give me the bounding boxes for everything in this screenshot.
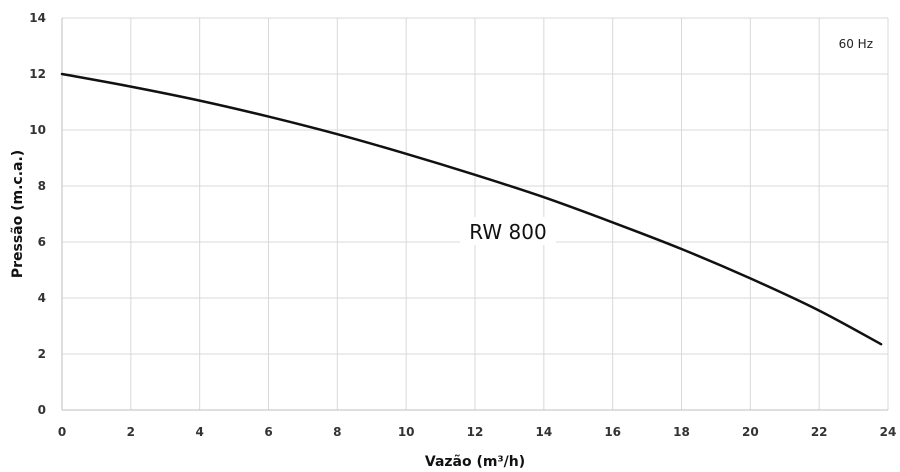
grid (62, 17, 889, 410)
y-tick-label: 2 (38, 347, 46, 361)
series-label-background (460, 217, 556, 245)
series-line (60, 72, 883, 346)
x-tick-label: 24 (880, 425, 897, 439)
x-tick-label: 22 (811, 425, 828, 439)
x-tick-label: 14 (535, 425, 552, 439)
x-tick-label: 4 (195, 425, 203, 439)
y-tick-label: 12 (29, 67, 46, 81)
x-axis-title: Vazão (m³/h) (425, 454, 525, 470)
x-tick-label: 8 (333, 425, 341, 439)
y-tick-label: 14 (29, 11, 46, 25)
series-layer (60, 72, 883, 346)
y-tick-label: 0 (38, 403, 46, 417)
y-tick-label: 10 (29, 123, 46, 137)
y-tick-label: 4 (38, 291, 46, 305)
x-tick-label: 10 (398, 425, 415, 439)
x-tick-label: 16 (604, 425, 621, 439)
series-label: RW 800 (469, 220, 546, 244)
frequency-annotation: 60 Hz (839, 37, 873, 51)
x-tick-label: 20 (742, 425, 759, 439)
x-tick-label: 6 (264, 425, 272, 439)
x-tick-label: 12 (467, 425, 484, 439)
x-tick-label: 2 (127, 425, 135, 439)
axes (61, 18, 888, 411)
y-tick-label: 8 (38, 179, 46, 193)
y-axis-title: Pressão (m.c.a.) (10, 150, 26, 278)
x-tick-label: 18 (673, 425, 690, 439)
x-tick-label: 0 (58, 425, 66, 439)
y-tick-label: 6 (38, 235, 46, 249)
